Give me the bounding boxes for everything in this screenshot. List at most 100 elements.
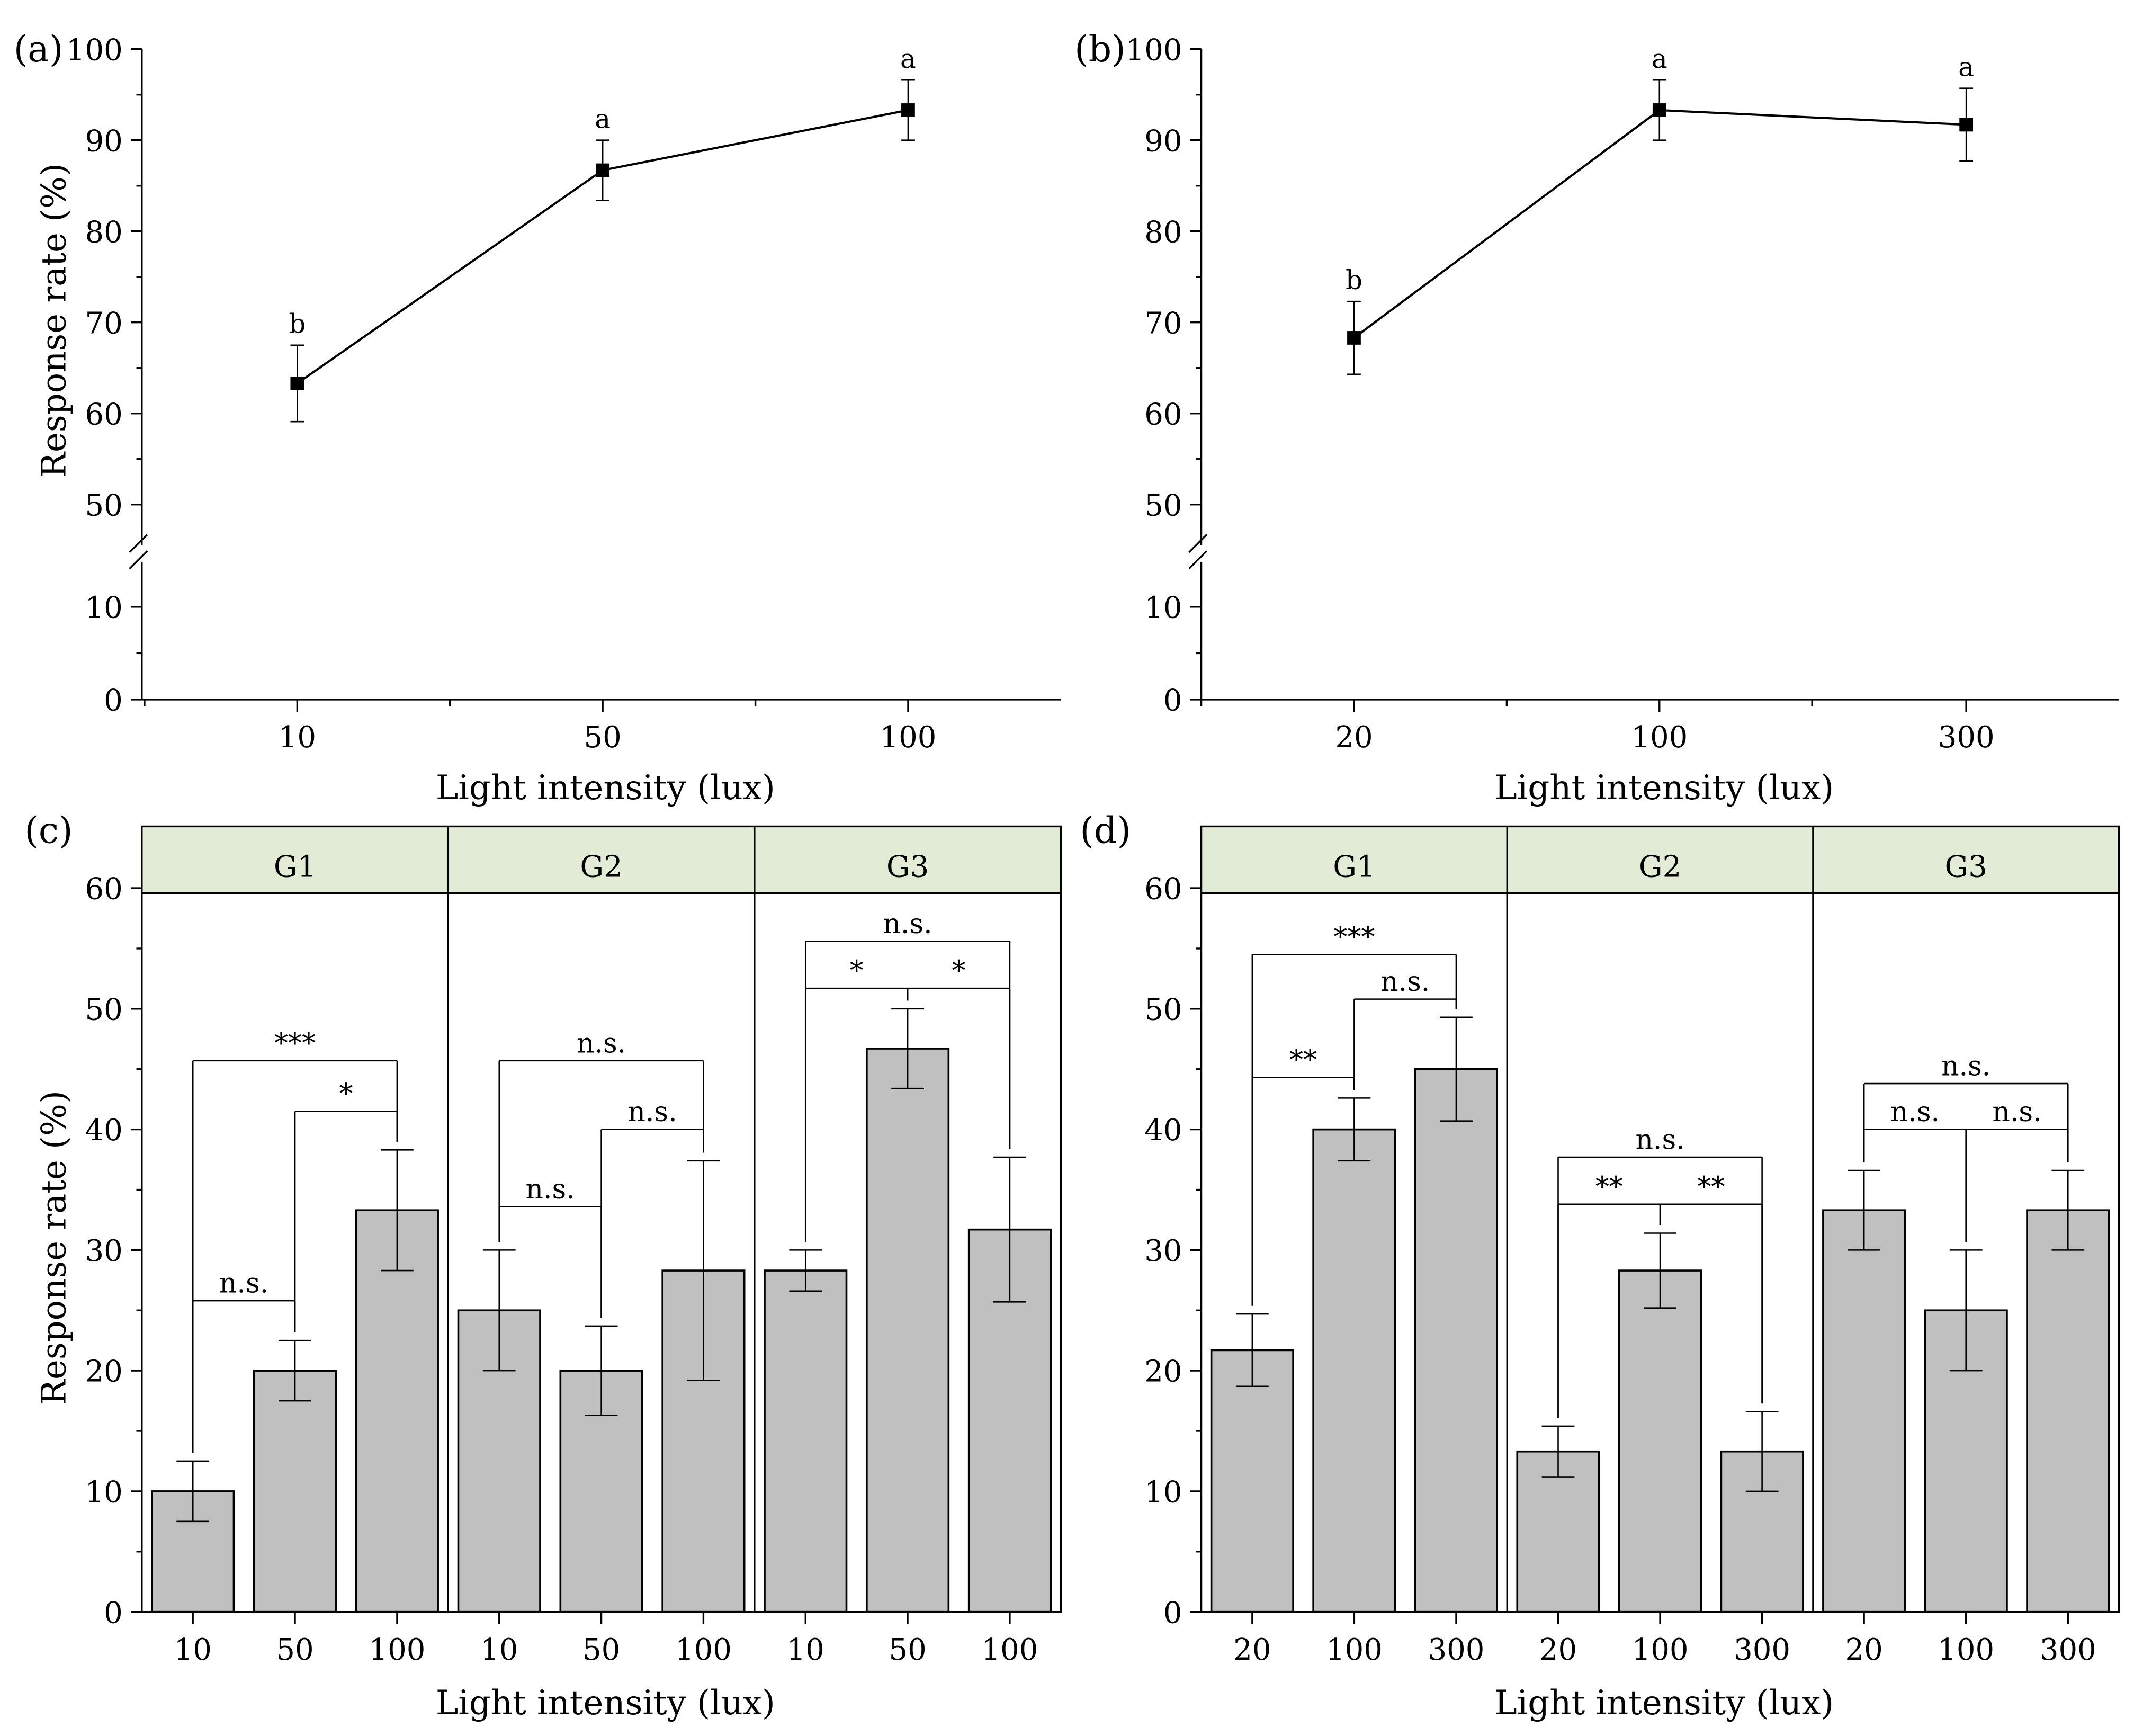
panel-c-x-tick-label: 10	[787, 1633, 824, 1667]
panel-d-x-tick-label: 20	[1233, 1633, 1271, 1667]
panel-d-significance-label: n.s.	[1635, 1124, 1684, 1156]
panel-d-strip-label: G3	[1945, 850, 1987, 884]
panel-b-y-tick-label: 100	[1126, 33, 1182, 67]
panel-c-x-tick-label: 10	[480, 1633, 518, 1667]
panel-d-x-tick-label: 100	[1326, 1633, 1383, 1667]
panel-c-x-tick-label: 100	[369, 1633, 425, 1667]
panel-d-y-tick-label: 60	[1144, 872, 1182, 907]
panel-d-significance-label: **	[1289, 1044, 1317, 1076]
panel-a-y-tick-label: 80	[85, 215, 122, 249]
panel-a-axis-break-mark	[129, 534, 148, 553]
panel-c-y-tick-label: 40	[85, 1113, 122, 1148]
panel-c-x-tick-label: 50	[889, 1633, 926, 1667]
panel-c-strip-label: G2	[580, 850, 622, 884]
panel-a-data-point	[596, 163, 610, 177]
panel-d-x-tick-label: 100	[1938, 1633, 1994, 1667]
panel-a-x-tick-label: 50	[584, 720, 622, 755]
panel-c-significance-label: *	[339, 1078, 353, 1110]
panel-c-x-tick-label: 50	[276, 1633, 313, 1667]
panel-c-significance-label: *	[952, 955, 966, 987]
panel-b-x-tick-label: 100	[1631, 720, 1688, 755]
panel-d-significance-label: **	[1595, 1171, 1623, 1203]
panel-d-strip-label: G2	[1639, 850, 1681, 884]
panel-b-significance-letter: a	[1652, 43, 1667, 74]
panel-a-significance-letter: a	[900, 43, 916, 74]
panel-d-significance-label: n.s.	[1380, 966, 1430, 998]
panel-a-y-tick-label: 50	[85, 488, 122, 523]
panel-c-y-tick-label: 50	[85, 992, 122, 1027]
panel-b-y-tick-label: 80	[1144, 215, 1182, 249]
panel-b-significance-letter: a	[1958, 51, 1974, 82]
panel-b-data-point	[1652, 103, 1666, 117]
panel-d-bar	[1822, 1209, 1906, 1613]
panel-d-x-tick-label: 300	[2040, 1633, 2096, 1667]
panel-a-label: (a)	[14, 29, 64, 70]
panel-d-significance-label: n.s.	[1992, 1096, 2041, 1128]
panel-a-y-axis-title: Response rate (%)	[35, 163, 74, 478]
panel-c-x-tick-label: 100	[981, 1633, 1038, 1667]
panel-d-bar	[1618, 1269, 1702, 1613]
panel-c-x-tick-label: 50	[582, 1633, 620, 1667]
panel-c-strip	[141, 825, 1062, 894]
panel-a-data-point	[901, 103, 915, 117]
panel-c-bar	[764, 1269, 848, 1613]
panel-a-y-tick-label: 70	[85, 306, 122, 341]
panel-b-significance-letter: b	[1346, 265, 1362, 296]
panel-d-x-tick-label: 300	[1428, 1633, 1485, 1667]
panel-c-bar	[355, 1209, 439, 1613]
panel-d-y-tick-label: 40	[1144, 1113, 1182, 1148]
panel-d-bar	[1210, 1349, 1294, 1613]
panel-d-bar	[2026, 1209, 2110, 1613]
panel-d-strip	[1200, 825, 2120, 894]
panel-c-significance-label: *	[850, 955, 864, 987]
panel-b-y-tick-label: 90	[1144, 124, 1182, 158]
panel-c-significance-label: n.s.	[526, 1174, 575, 1205]
panel-a-y-tick-label: 10	[85, 590, 122, 625]
panel-b-x-tick-label: 300	[1938, 720, 1995, 755]
panel-b-y-tick-label: 0	[1163, 684, 1182, 718]
panel-d-significance-label: **	[1697, 1171, 1725, 1203]
panel-d-x-tick-label: 20	[1845, 1633, 1883, 1667]
panel-b-axis-break-mark	[1188, 534, 1208, 553]
panel-c-y-tick-label: 20	[85, 1355, 122, 1389]
panel-b-data-point	[1347, 331, 1361, 345]
panel-d-bar	[1516, 1450, 1600, 1613]
panel-d-significance-label: n.s.	[1890, 1096, 1940, 1128]
panel-c-y-axis-title: Response rate (%)	[35, 1090, 74, 1405]
panel-b-label: (b)	[1074, 29, 1126, 70]
panel-c-significance-label: n.s.	[219, 1268, 268, 1300]
panel-a-x-tick-label: 10	[279, 720, 316, 755]
panel-c-label: (c)	[24, 810, 73, 852]
panel-a-y-tick-label: 100	[66, 33, 123, 67]
panel-b-axis-break-mark	[1188, 550, 1208, 569]
panel-b-y-tick-label: 10	[1144, 590, 1182, 625]
panel-d-significance-label: n.s.	[1941, 1051, 1990, 1082]
panel-b-y-tick-label: 50	[1144, 488, 1182, 523]
panel-c-y-tick-label: 0	[104, 1596, 123, 1630]
panel-b-x-tick-label: 20	[1335, 720, 1373, 755]
panel-d-y-tick-label: 20	[1144, 1355, 1182, 1389]
panel-d-bar	[1414, 1068, 1499, 1613]
panel-b-y-tick-label: 70	[1144, 306, 1182, 341]
panel-c-y-tick-label: 10	[85, 1475, 122, 1509]
panel-b-series-line	[1353, 109, 1967, 339]
panel-d-significance-label: ***	[1333, 921, 1375, 953]
panel-a-y-tick-label: 90	[85, 124, 122, 158]
panel-c-bar	[253, 1370, 337, 1613]
panel-c-y-tick-label: 30	[85, 1234, 122, 1268]
panel-b-x-axis-title: Light intensity (lux)	[1494, 768, 1834, 808]
panel-d-y-tick-label: 0	[1163, 1596, 1182, 1630]
panel-a-y-tick-label: 0	[104, 684, 123, 718]
panel-a-y-tick-label: 60	[85, 397, 122, 432]
panel-b-y-tick-label: 60	[1144, 397, 1182, 432]
panel-c-strip-label: G1	[274, 850, 316, 884]
panel-c-significance-label: n.s.	[627, 1096, 677, 1128]
panel-c-x-axis-title: Light intensity (lux)	[436, 1684, 775, 1723]
panel-c-significance-label: n.s.	[883, 908, 932, 940]
panel-c-y-tick-label: 60	[85, 872, 122, 907]
panel-c-significance-label: n.s.	[577, 1027, 626, 1059]
panel-a-significance-letter: a	[595, 104, 611, 135]
panel-d-y-tick-label: 10	[1144, 1475, 1182, 1509]
panel-a-axis-break-mark	[129, 550, 148, 569]
panel-a-x-axis-title: Light intensity (lux)	[436, 768, 775, 808]
